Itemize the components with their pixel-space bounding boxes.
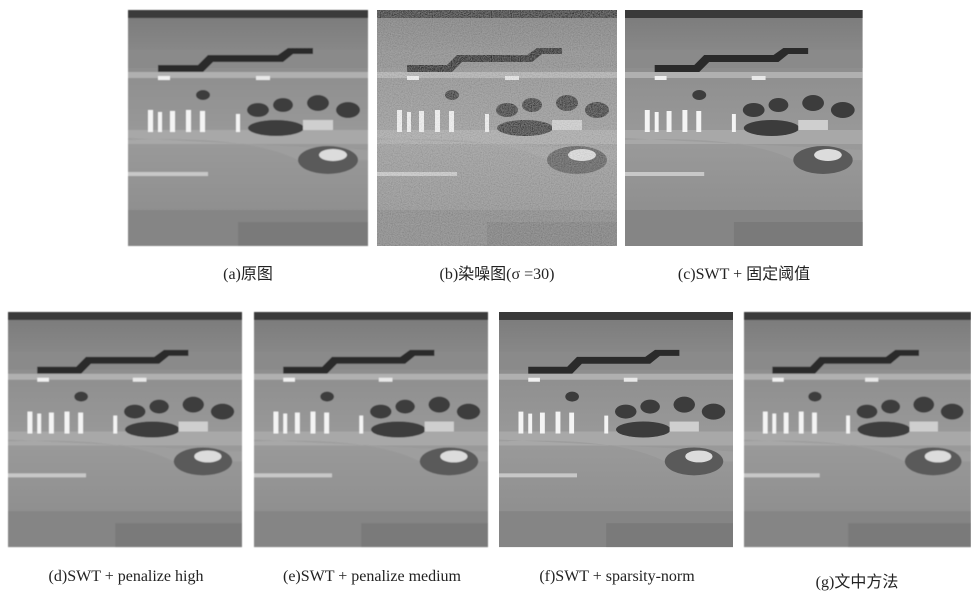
image-f [499,312,733,547]
caption: (e)SWT + penalize medium [283,568,461,586]
figure-images [0,0,971,591]
image-g [744,312,971,547]
image-a [128,10,368,246]
image-c [625,10,863,246]
caption: (c)SWT + 固定阈值 [678,260,810,284]
caption: (b)染噪图(σ =30) [440,260,555,284]
caption: (a)原图 [223,260,273,284]
image-e [254,312,488,547]
caption: (g)文中方法 [816,568,899,592]
caption: (d)SWT + penalize high [49,568,204,586]
caption: (f)SWT + sparsity-norm [539,568,694,586]
image-d [8,312,242,547]
page: {"figure": {"captions": ["(a)原图", "(b)染噪… [0,0,971,591]
image-b [377,10,617,246]
